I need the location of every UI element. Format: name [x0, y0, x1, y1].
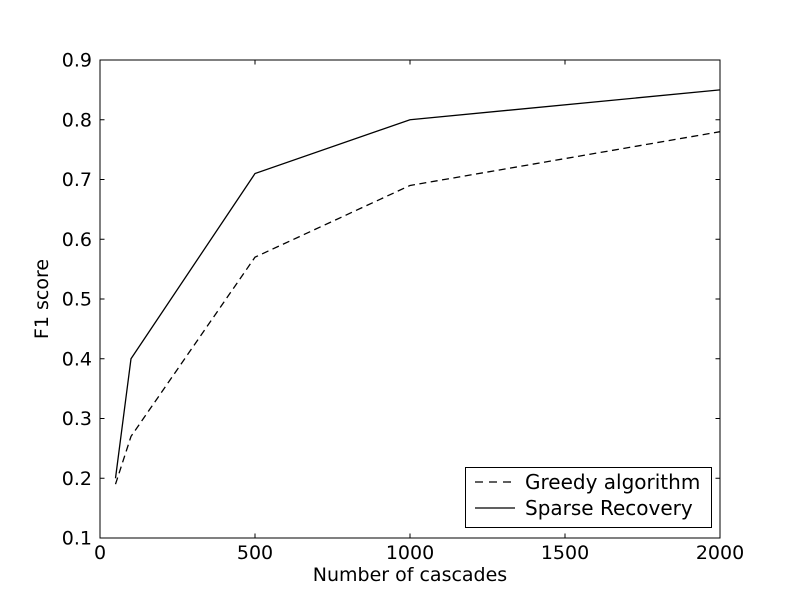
series-line-greedy-algorithm	[114, 131, 721, 485]
y-tick-label: 0.2	[62, 468, 92, 490]
series-layer	[114, 89, 721, 485]
y-axis-label: F1 score	[31, 259, 53, 339]
x-tick-label: 0	[94, 542, 106, 564]
legend: Greedy algorithm Sparse Recovery	[465, 467, 712, 528]
y-tick-label: 0.1	[62, 528, 92, 550]
ticks-layer: 0 500 1000 1500 2000 0.1 0.2 0.3 0.4 0.5 0.6 0.7 0.8…	[62, 50, 744, 565]
y-tick-label: 0.3	[62, 408, 92, 430]
y-tick-label: 0.5	[62, 289, 92, 311]
y-tick-label: 0.8	[62, 109, 92, 131]
x-tick-label: 2000	[696, 542, 744, 564]
x-axis-label: Number of cascades	[313, 564, 507, 586]
y-tick-label: 0.7	[62, 169, 92, 191]
legend-label-greedy: Greedy algorithm	[525, 470, 700, 494]
y-tick-label: 0.6	[62, 229, 92, 251]
x-tick-label: 1500	[541, 542, 589, 564]
y-tick-label: 0.4	[62, 348, 92, 370]
x-tick-label: 500	[237, 542, 273, 564]
x-tick-label: 1000	[386, 542, 434, 564]
y-tick-label: 0.9	[62, 50, 92, 72]
legend-label-sparse: Sparse Recovery	[525, 496, 693, 520]
axes-frame	[99, 59, 721, 539]
legend-frame	[465, 467, 712, 528]
series-line-sparse-recovery	[114, 89, 721, 479]
